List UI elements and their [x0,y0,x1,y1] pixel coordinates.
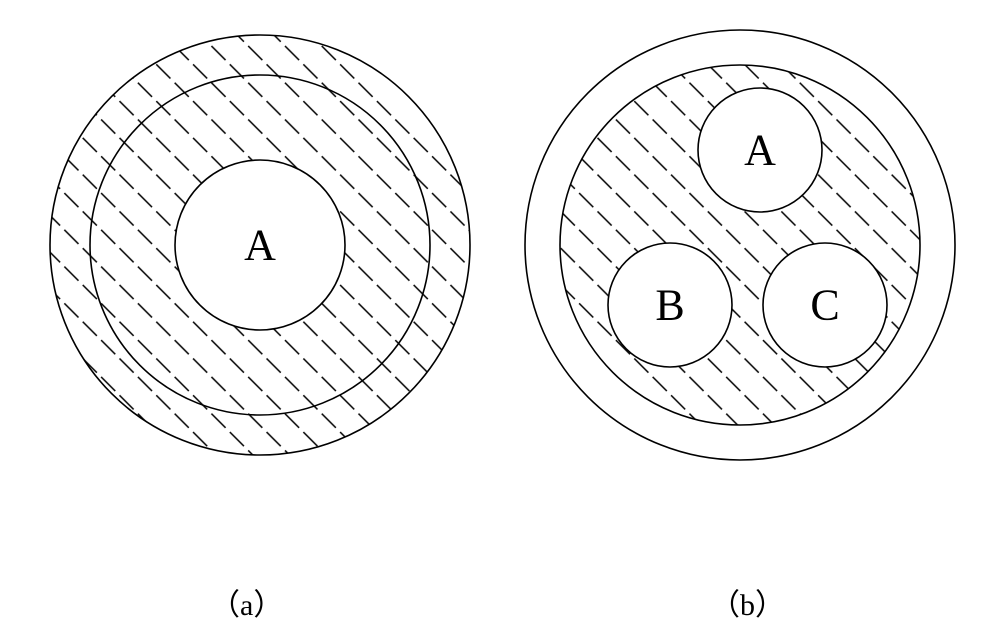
figure-a-caption: （a） [210,580,283,624]
figure-b-sub-label-a: A [744,126,776,175]
figure-a-core-label: A [244,221,276,270]
figure-b-sub-label-b: B [655,281,684,330]
figure-b: A B C [525,30,955,460]
figure-a: A [30,15,490,475]
diagram-canvas: A A B C [0,0,1000,634]
figure-b-sub-label-c: C [810,281,839,330]
figure-b-caption: （b） [710,580,785,624]
